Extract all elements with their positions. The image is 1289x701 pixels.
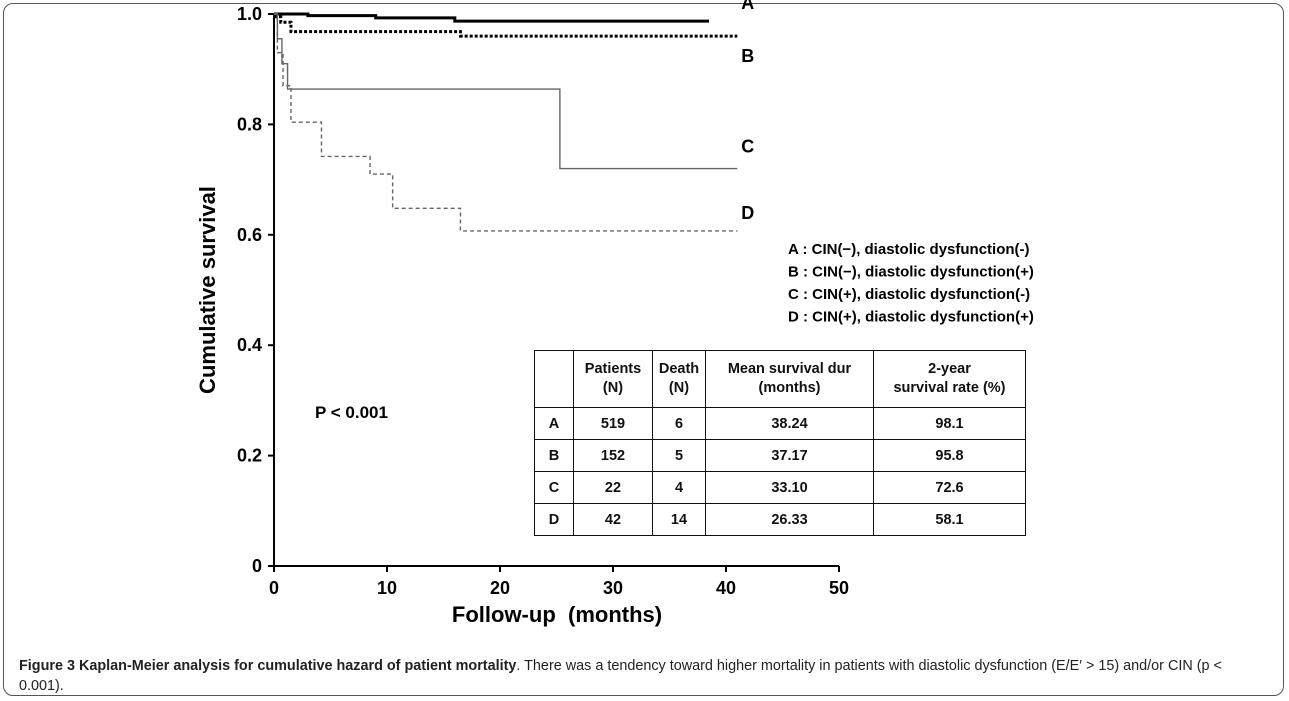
- y-tick-label: 0.8: [237, 114, 262, 134]
- table-cell: A: [534, 407, 574, 440]
- y-tick-label: 1.0: [237, 4, 262, 24]
- series-end-label: C: [741, 137, 754, 157]
- table-row: B 152 5 37.17 95.8: [534, 439, 1026, 472]
- table-cell: 4: [652, 471, 706, 504]
- caption-title: Figure 3 Kaplan-Meier analysis for cumul…: [19, 658, 517, 674]
- legend-entry: C : CIN(+), diastolic dysfunction(-): [788, 286, 1030, 303]
- table-cell: 98.1: [873, 407, 1026, 440]
- figure-caption: Figure 3 Kaplan-Meier analysis for cumul…: [19, 656, 1269, 696]
- x-tick-label: 30: [603, 578, 623, 598]
- y-tick-label: 0.4: [237, 335, 262, 355]
- x-tick-label: 50: [829, 578, 849, 598]
- series-line-d: [274, 13, 738, 232]
- table-cell: 152: [573, 439, 653, 472]
- table-row: A 519 6 38.24 98.1: [534, 407, 1026, 440]
- table-cell: B: [534, 439, 574, 472]
- table-cell: 38.24: [705, 407, 874, 440]
- chart-axes: [273, 14, 839, 567]
- table-row: C 22 4 33.10 72.6: [534, 471, 1026, 504]
- x-axis-label: Follow-up (months): [452, 602, 662, 627]
- table-cell: 95.8: [873, 439, 1026, 472]
- series-end-label: D: [741, 203, 754, 223]
- legend: A : CIN(−), diastolic dysfunction(-) B : …: [788, 241, 1034, 326]
- y-tick-label: 0.2: [237, 446, 262, 466]
- table-header-cell: [534, 350, 574, 408]
- y-tick-label: 0.6: [237, 225, 262, 245]
- x-tick-label: 0: [269, 578, 279, 598]
- table-cell: 37.17: [705, 439, 874, 472]
- table-header-cell: Patients (N): [573, 350, 653, 408]
- table-cell: 14: [652, 503, 706, 536]
- series-line-a: [274, 12, 710, 23]
- table-cell: 58.1: [873, 503, 1026, 536]
- series-end-labels: A B C D: [741, 0, 754, 223]
- series-line-b: [274, 15, 738, 38]
- table-header-row: Patients (N) Death (N) Mean survival dur…: [534, 350, 1026, 408]
- table-header-cell: 2-year survival rate (%): [873, 350, 1026, 408]
- table-cell: 26.33: [705, 503, 874, 536]
- survival-stats-table: Patients (N) Death (N) Mean survival dur…: [534, 350, 1026, 536]
- figure-frame: [3, 3, 1284, 696]
- table-cell: 72.6: [873, 471, 1026, 504]
- table-cell: 519: [573, 407, 653, 440]
- y-tick-label: 0: [252, 556, 262, 576]
- table-cell: 33.10: [705, 471, 874, 504]
- series-end-label: A: [741, 0, 754, 13]
- table-cell: C: [534, 471, 574, 504]
- table-header-cell: Mean survival dur (months): [705, 350, 874, 408]
- series-end-label: B: [741, 46, 754, 66]
- legend-entry: D : CIN(+), diastolic dysfunction(+): [788, 309, 1034, 326]
- axis-ticks: 0 10 20 30 40 50 0 0.2 0.4 0.6 0.8 1.0: [237, 4, 849, 598]
- table-cell: 5: [652, 439, 706, 472]
- table-cell: 22: [573, 471, 653, 504]
- x-tick-label: 20: [490, 578, 510, 598]
- x-tick-label: 10: [377, 578, 397, 598]
- p-value-annotation: P < 0.001: [315, 403, 388, 422]
- series-layer: [274, 12, 738, 232]
- table-cell: 6: [652, 407, 706, 440]
- table-row: D 42 14 26.33 58.1: [534, 503, 1026, 536]
- table-cell: D: [534, 503, 574, 536]
- x-tick-label: 40: [716, 578, 736, 598]
- caption-text: . There was a tendency toward higher mor…: [19, 658, 1222, 694]
- legend-entry: A : CIN(−), diastolic dysfunction(-): [788, 241, 1030, 258]
- table-cell: 42: [573, 503, 653, 536]
- legend-entry: B : CIN(−), diastolic dysfunction(+): [788, 264, 1034, 281]
- y-axis-label: Cumulative survival: [195, 186, 220, 394]
- table-header-cell: Death (N): [652, 350, 706, 408]
